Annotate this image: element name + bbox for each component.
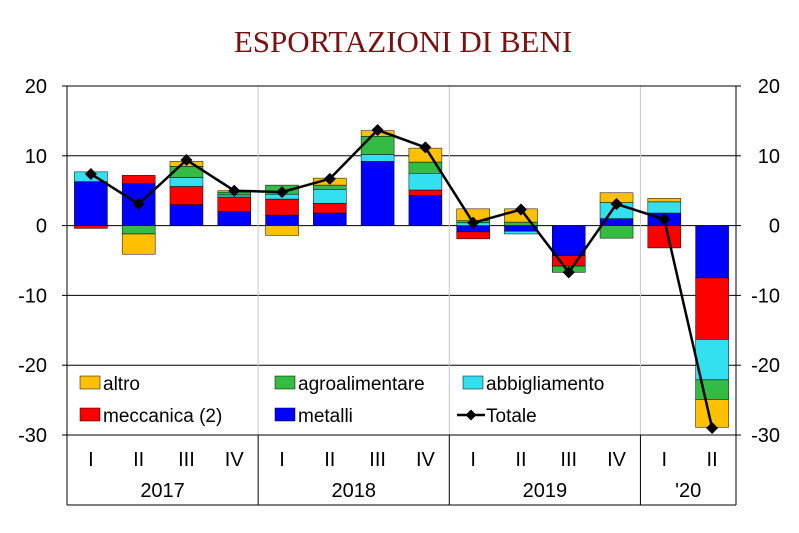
legend-swatch	[274, 375, 296, 390]
legend-label: abbigliamento	[486, 374, 604, 395]
totale-point	[562, 266, 575, 279]
totale-point	[706, 422, 719, 435]
x-tick-label: IV	[416, 449, 436, 471]
bar-segment-metalli	[74, 181, 108, 226]
y-tick-label-left: 20	[25, 76, 47, 98]
x-tick-label: II	[133, 449, 144, 471]
y-tick-label-right: -20	[751, 355, 780, 377]
legend-swatch	[79, 375, 101, 390]
bar-segment-metalli	[408, 195, 443, 226]
bar-segment-metalli	[169, 204, 204, 226]
year-label: 2018	[331, 480, 376, 502]
totale-point	[467, 216, 480, 229]
totale-line-layer	[84, 123, 719, 435]
year-label: 2017	[140, 480, 185, 502]
totale-point	[180, 153, 193, 166]
bar-segment-metalli	[217, 211, 251, 226]
y-tick-label-right: -30	[751, 425, 780, 447]
bar-segment-meccanica-	[313, 203, 347, 214]
x-tick-label: I	[279, 449, 285, 471]
bar-segment-agroalimentare	[121, 225, 156, 235]
x-tick-label: II	[707, 449, 718, 471]
bar-segment-meccanica-	[169, 186, 204, 205]
y-tick-label-left: 10	[25, 146, 47, 168]
totale-point	[658, 213, 671, 226]
bar-segment-altro	[265, 225, 299, 236]
totale-point	[514, 203, 527, 216]
legend-label: Totale	[486, 406, 537, 427]
totale-point	[132, 197, 145, 210]
totale-point	[323, 172, 336, 185]
bar-segment-metalli	[313, 212, 347, 226]
y-tick-label-right: 0	[769, 216, 780, 238]
y-tick-label-left: 0	[36, 216, 47, 238]
x-tick-label: I	[662, 449, 668, 471]
plot-frame	[66, 85, 737, 436]
bar-segment-altro	[121, 233, 156, 255]
legend-marker	[465, 409, 477, 421]
legend-swatch	[79, 407, 101, 422]
x-tick-label: IV	[225, 449, 245, 471]
y-tick-label-right: -10	[751, 285, 780, 307]
legend-swatch	[462, 375, 484, 390]
totale-point	[419, 141, 432, 154]
bar-segment-abbigliamento	[408, 173, 443, 191]
legend-label: metalli	[298, 406, 353, 427]
bar-segment-metalli	[265, 214, 299, 226]
y-tick-label-left: -20	[18, 355, 47, 377]
bar-segment-meccanica-	[695, 277, 729, 340]
legend-label: altro	[103, 374, 140, 395]
y-tick-label-left: -30	[18, 425, 47, 447]
bar-segment-abbigliamento	[313, 189, 347, 204]
totale-point	[610, 197, 623, 210]
y-tick-label-right: 10	[758, 146, 780, 168]
bar-segment-altro	[647, 198, 682, 203]
bar-segment-agroalimentare	[599, 225, 634, 239]
year-label: '20	[675, 480, 701, 502]
x-tick-label: II	[324, 449, 335, 471]
bar-segment-meccanica-	[217, 196, 251, 212]
legend-swatch	[274, 407, 296, 422]
x-tick-label: II	[515, 449, 526, 471]
bar-segment-meccanica-	[121, 175, 156, 184]
bar-segment-metalli	[695, 225, 729, 279]
totale-point	[276, 186, 289, 199]
x-tick-label: III	[178, 449, 195, 471]
bar-segment-meccanica-	[647, 225, 682, 249]
bar-segment-agroalimentare	[313, 184, 347, 190]
bar-segment-meccanica-	[265, 198, 299, 216]
legend-label: meccanica (2)	[103, 406, 222, 427]
x-tick-label: I	[88, 449, 94, 471]
totale-point	[371, 123, 384, 136]
bar-segment-metalli	[360, 161, 395, 226]
bar-segment-abbigliamento	[169, 177, 204, 187]
totale-point	[228, 184, 241, 197]
legend: altro agroalimentare abbigliamento meccanic…	[79, 374, 604, 427]
chart-title: ESPORTAZIONI DI BENI	[234, 24, 572, 59]
bar-segment-abbigliamento	[504, 230, 538, 235]
bar-segment-meccanica-	[408, 189, 443, 196]
year-label: 2019	[523, 480, 568, 502]
bar-segment-meccanica-	[74, 225, 108, 229]
x-tick-label: III	[369, 449, 386, 471]
bar-segment-abbigliamento	[360, 154, 395, 162]
y-tick-label-left: -10	[18, 285, 47, 307]
x-tick-label: IV	[607, 449, 627, 471]
x-tick-label: I	[470, 449, 476, 471]
totale-point	[84, 167, 97, 180]
bar-segment-metalli	[552, 225, 586, 256]
x-tick-label: III	[560, 449, 577, 471]
bar-segment-meccanica-	[456, 231, 490, 240]
legend-label: agroalimentare	[298, 374, 425, 395]
y-tick-label-right: 20	[758, 76, 780, 98]
bar-segment-agroalimentare	[360, 136, 395, 155]
bar-segment-abbigliamento	[647, 201, 682, 214]
totale-line	[90, 128, 714, 429]
